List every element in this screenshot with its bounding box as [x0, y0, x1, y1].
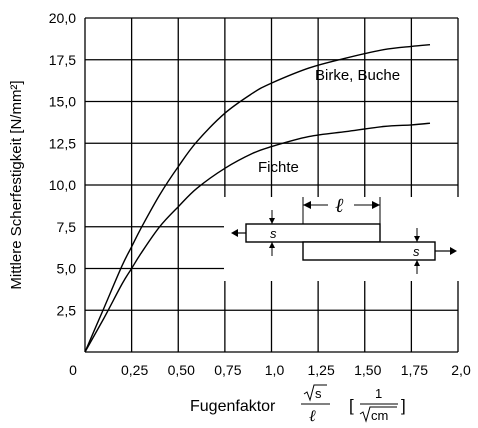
thickness-label-lower: s — [413, 244, 420, 259]
x-tick-label: 0,75 — [214, 362, 241, 378]
x-tick-label: 1,75 — [401, 362, 428, 378]
x-tick-label: 1,50 — [354, 362, 381, 378]
grid — [85, 18, 458, 352]
unit-bracket-right: ] — [401, 396, 406, 415]
x-axis-formula: s ℓ — [301, 384, 330, 425]
unit-bracket-left: [ — [349, 396, 354, 415]
fichte-label: Fichte — [258, 159, 299, 176]
x-tick-label: 1,25 — [308, 362, 335, 378]
thickness-bottom-arrow-upper — [269, 242, 275, 248]
axes — [84, 17, 459, 353]
y-tick-label: 2,5 — [57, 302, 77, 318]
y-tick-label: 5,0 — [57, 261, 77, 277]
y-tick-labels: 2,5 5,0 7,5 10,0 12,5 15,0 17,5 20,0 — [49, 10, 76, 318]
x-tick-label: 2,0 — [451, 362, 471, 378]
birke-label: Birke, Buche — [315, 67, 400, 84]
unit-numerator: 1 — [375, 386, 382, 401]
length-arrowhead-left — [303, 201, 311, 209]
left-pull-arrowhead — [231, 229, 238, 237]
y-tick-label: 15,0 — [49, 94, 76, 110]
series-line-fichte — [84, 122, 431, 353]
y-tick-label: 7,5 — [57, 219, 77, 235]
right-pull-arrowhead — [450, 247, 457, 255]
thickness-bottom-arrow-lower — [414, 260, 420, 266]
overlap-length-label: ℓ — [335, 193, 344, 217]
thickness-label-upper: s — [270, 226, 277, 241]
x-axis-unit: [ 1 cm ] — [349, 386, 406, 423]
sqrt-s-symbol: s — [315, 386, 322, 401]
y-axis-title: Mittlere Scherfestigkeit [N/mm²] — [8, 80, 25, 289]
series — [84, 44, 431, 353]
x-tick-label: 0,25 — [121, 362, 148, 378]
sqrt-cm-radical — [359, 406, 397, 423]
lap-joint-diagram: ℓ s s — [231, 193, 457, 274]
y-tick-label: 20,0 — [49, 10, 76, 26]
x-tick-label: 0 — [69, 362, 77, 378]
ell-symbol: ℓ — [309, 406, 316, 425]
length-arrowhead-right — [372, 201, 380, 209]
thickness-top-arrow-upper — [269, 218, 275, 224]
x-tick-label: 1,0 — [265, 362, 285, 378]
x-tick-label: 0,50 — [168, 362, 195, 378]
y-tick-label: 10,0 — [49, 177, 76, 193]
y-tick-label: 17,5 — [49, 52, 76, 68]
series-line-birke-buche — [84, 44, 431, 353]
unit-cm: cm — [371, 408, 388, 423]
thickness-top-arrow-lower — [414, 236, 420, 242]
x-tick-labels: 0 0,25 0,50 0,75 1,0 1,25 1,50 1,75 2,0 — [69, 362, 471, 378]
upper-plate — [245, 223, 381, 243]
y-tick-label: 12,5 — [49, 135, 76, 151]
sqrt-s-radical — [303, 384, 327, 402]
x-axis-title: Fugenfaktor — [190, 398, 276, 415]
